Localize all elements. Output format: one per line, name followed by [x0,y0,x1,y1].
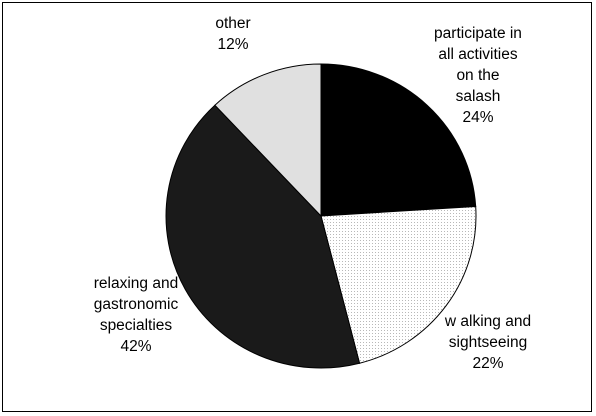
label-line: w alking and [444,313,532,330]
slice-walking [320,205,477,364]
slice-other [214,63,322,218]
percent-label: 42% [120,338,152,355]
label-line: gastronomic [93,296,179,313]
label-line: salash [455,88,501,105]
slice-label-relaxing: relaxing and gastronomic specialties 42% [61,273,211,357]
label-line: relaxing and [93,275,179,292]
slice-relaxing [165,104,361,369]
label-line: participate in [434,25,522,42]
slice-label-other: other 12% [183,13,283,55]
pie-chart [165,63,477,369]
slice-label-participate: participate in all activities on the sal… [383,23,573,128]
label-line: all activities [438,46,518,63]
label-line: on the [456,67,500,84]
percent-label: 22% [472,355,504,372]
label-line: other [215,15,251,32]
chart-frame: participate in all activities on the sal… [2,2,592,412]
percent-label: 24% [462,109,494,126]
percent-label: 12% [217,36,249,53]
label-line: specialties [99,317,173,334]
slice-label-walking: w alking and sightseeing 22% [403,311,573,374]
slice-participate [320,63,477,217]
label-line: sightseeing [448,334,528,351]
